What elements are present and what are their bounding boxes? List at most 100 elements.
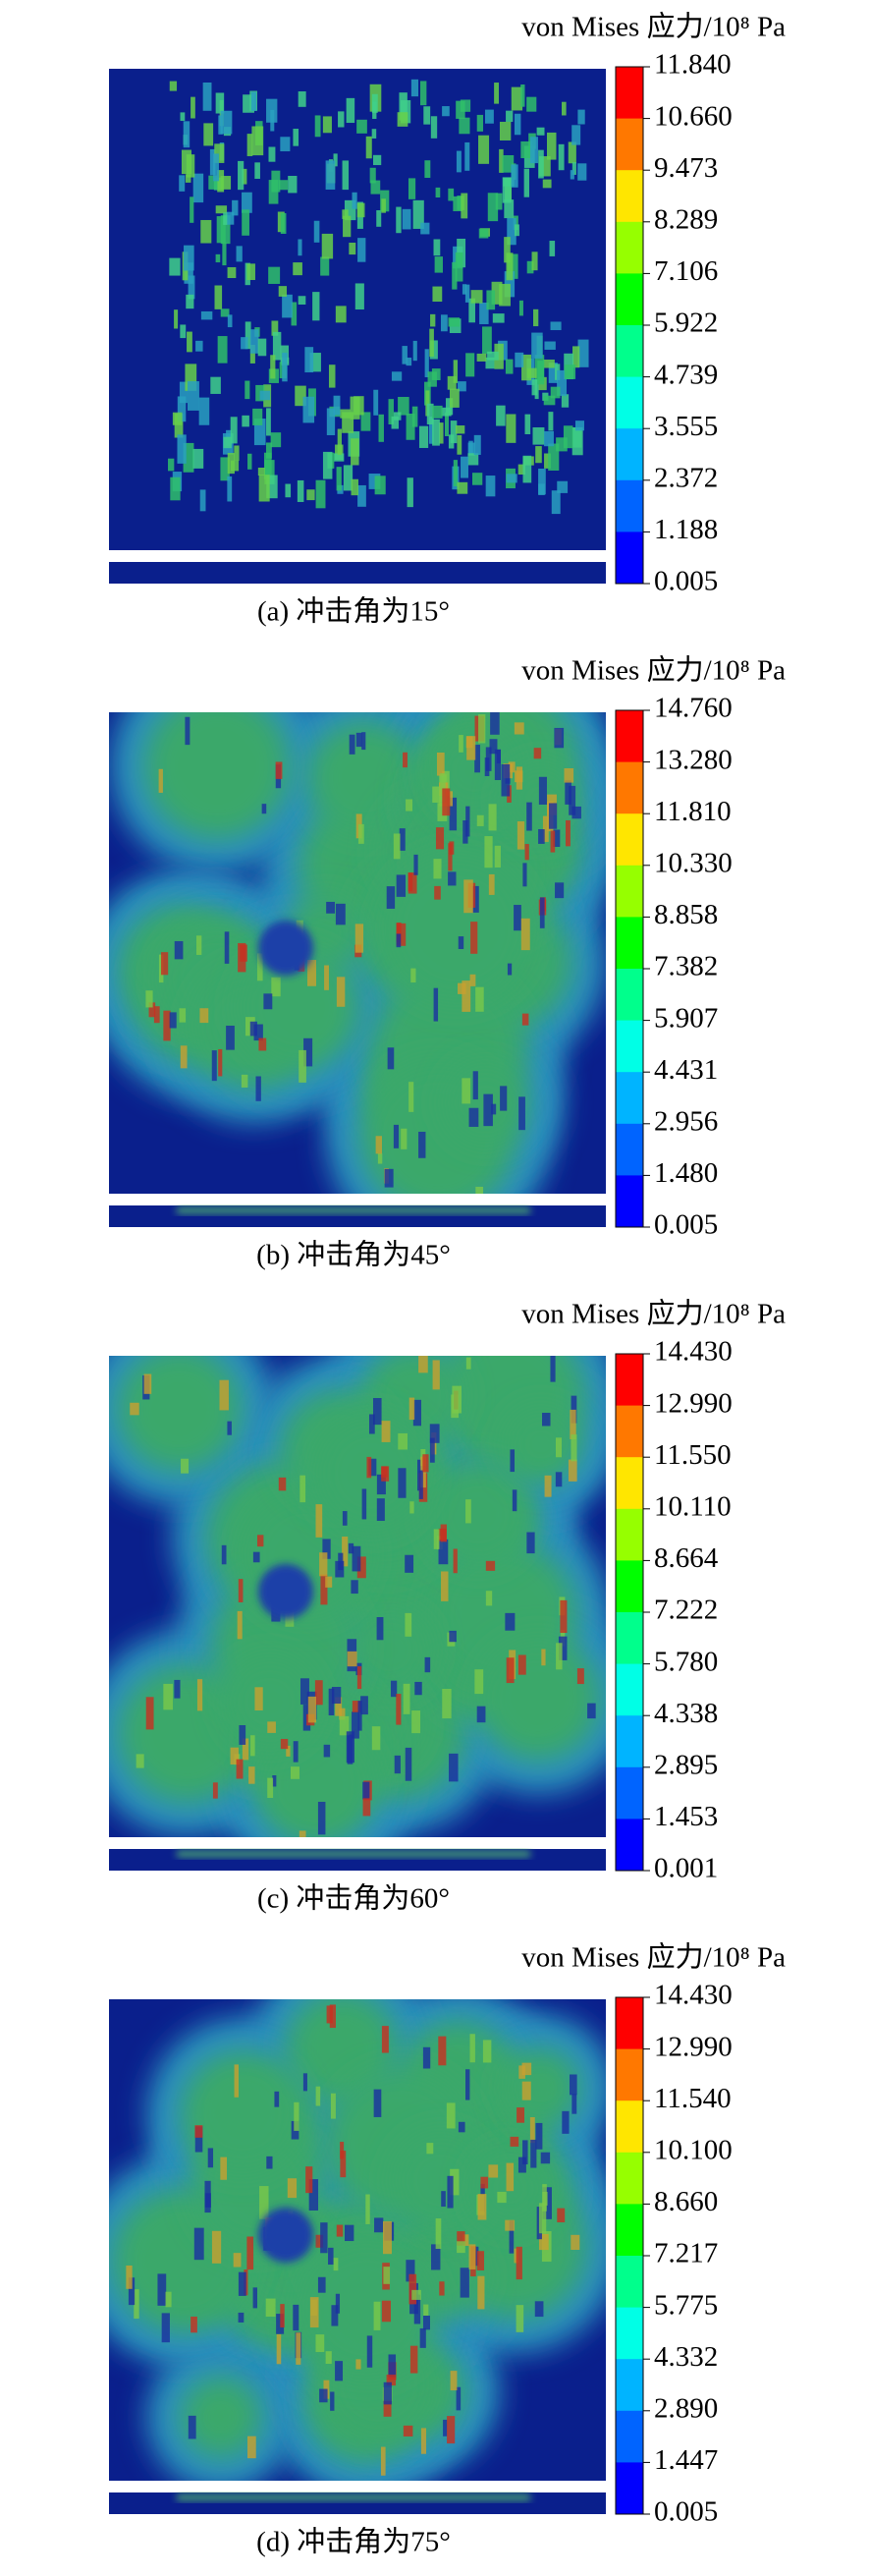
stress-detail [520, 918, 530, 951]
stress-detail [414, 1681, 422, 1696]
stress-speck [476, 353, 487, 362]
stress-speck [338, 111, 345, 128]
stress-speck [220, 110, 233, 135]
stress-speck [249, 344, 255, 364]
stress-speck [356, 119, 367, 134]
stress-region [475, 1636, 600, 1761]
stress-detail [340, 2151, 347, 2178]
stress-detail [422, 2315, 430, 2330]
stress-detail [207, 2148, 214, 2168]
stress-detail [488, 2164, 499, 2178]
stress-speck [571, 426, 583, 456]
stress-speck [445, 412, 450, 436]
panel: von Mises 应力/10⁸ Pa 11.840 10.660 9.473 8.28… [109, 11, 786, 628]
stress-speck [280, 137, 291, 152]
stress-detail [538, 2233, 549, 2251]
stress-detail [484, 836, 493, 868]
stress-speck [450, 420, 458, 444]
stress-detail [396, 933, 402, 948]
stress-detail [489, 739, 498, 755]
stress-detail [380, 2446, 386, 2476]
stress-detail [387, 1047, 395, 1070]
colorbar-segment [616, 2100, 643, 2154]
stress-speck [484, 109, 494, 124]
stress-speck [526, 367, 537, 378]
stress-speck [402, 208, 411, 230]
colorbar-segment [616, 2152, 643, 2205]
stress-speck [251, 126, 264, 156]
stress-detail [553, 829, 561, 848]
stress-speck [558, 143, 565, 171]
stress-speck [227, 453, 235, 475]
stress-speck [495, 193, 503, 210]
stress-detail [335, 2293, 341, 2314]
stress-speck [391, 416, 400, 429]
stress-speck [556, 437, 568, 452]
stress-speck [562, 101, 567, 116]
colorbar-tick-label: 3.555 [654, 411, 718, 442]
stress-speck [378, 414, 384, 442]
colorbar-tick-label: 5.775 [654, 2289, 718, 2321]
stress-detail [422, 1454, 429, 1473]
stress-detail [485, 1560, 496, 1571]
stress-speck [373, 389, 379, 416]
stress-detail [505, 1612, 516, 1631]
colorbar-segment [616, 813, 643, 867]
stress-detail [474, 745, 480, 773]
stress-detail [422, 2046, 431, 2069]
stress-speck [325, 160, 336, 190]
colorbar-tick-label: 4.739 [654, 359, 718, 390]
stress-speck [476, 114, 484, 132]
stress-detail [361, 732, 366, 751]
stress-speck [213, 153, 219, 182]
colorbar-segment [616, 1612, 643, 1665]
stress-detail [381, 1466, 390, 1482]
stress-speck [434, 256, 443, 273]
low-region [258, 921, 313, 976]
stress-speck [531, 379, 538, 396]
stress-detail [234, 2064, 239, 2098]
stress-detail [448, 843, 453, 871]
stress-speck [344, 199, 356, 221]
stress-detail [505, 2219, 516, 2231]
stress-speck [333, 395, 341, 416]
stress-speck [424, 349, 429, 377]
stress-speck [487, 193, 499, 222]
stress-detail [406, 2260, 415, 2282]
stress-speck [505, 359, 514, 374]
stress-speck [365, 136, 372, 159]
stress-speck [502, 177, 512, 203]
stress-speck [471, 473, 483, 485]
stress-speck [550, 321, 562, 331]
stress-detail [449, 1753, 459, 1782]
stress-detail [435, 827, 445, 850]
stress-speck [457, 434, 462, 455]
stress-speck [448, 317, 460, 327]
stress-detail [409, 1501, 414, 1514]
colorbar-segment [616, 1072, 643, 1125]
stress-speck [220, 176, 232, 190]
stress-speck [177, 434, 187, 464]
stress-speck [180, 112, 186, 122]
stress-speck [478, 135, 490, 164]
stress-detail [429, 1437, 435, 1463]
colorbar-tick-label: 1.447 [654, 2444, 718, 2476]
stress-detail [271, 977, 281, 997]
stress-detail [158, 768, 163, 793]
stress-detail [386, 2375, 397, 2386]
stress-detail [326, 901, 335, 914]
stress-detail [383, 2381, 392, 2405]
stress-speck [563, 425, 573, 449]
stress-detail [420, 2428, 427, 2454]
stress-detail [510, 2136, 519, 2147]
stress-detail [409, 2345, 418, 2374]
stress-detail [293, 2304, 299, 2331]
contour-plot [109, 69, 606, 550]
stress-speck [242, 168, 247, 185]
stress-speck [278, 180, 289, 191]
colorbar-tick-label: 4.332 [654, 2341, 718, 2373]
stress-detail [405, 1612, 412, 1637]
stress-detail [509, 2220, 515, 2254]
stress-speck [453, 360, 459, 383]
stress-detail [459, 735, 463, 753]
